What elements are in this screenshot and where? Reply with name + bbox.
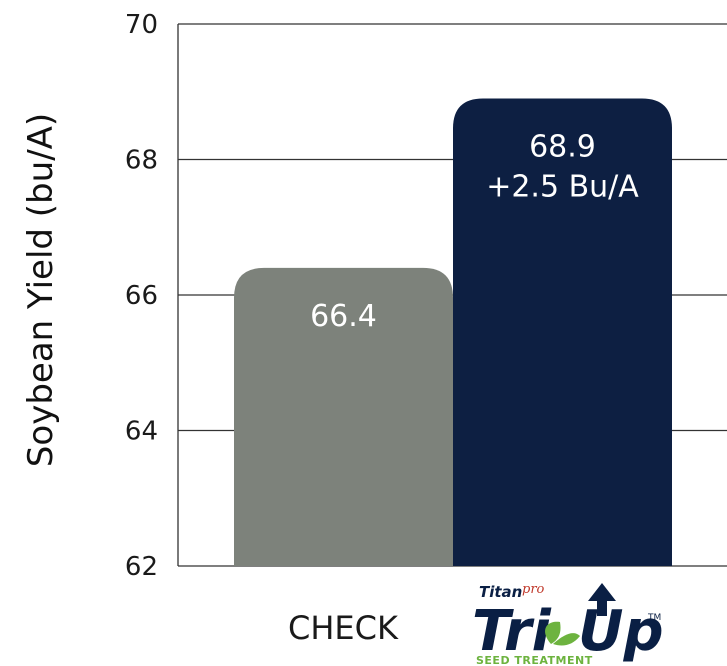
y-tick-labels: 70 68 66 64 62	[125, 10, 158, 582]
logo-tagline: SEED TREATMENT	[476, 654, 593, 666]
bar-labels: 66.4 68.9 +2.5 Bu/A	[310, 130, 639, 334]
logo-word-tri: Tri	[472, 599, 552, 664]
bar-value-label: 68.9	[529, 130, 596, 165]
y-axis-title: Soybean Yield (bu/A)	[21, 113, 61, 467]
titan-pro-tri-up-logo: Titan pro Tri Up TM SEED TREATMENT	[472, 582, 664, 666]
logo-word-up: Up	[578, 599, 664, 664]
up-arrow-icon	[588, 583, 616, 616]
bar-value-label: +2.5 Bu/A	[486, 170, 639, 205]
leaf-icon	[545, 621, 561, 644]
y-tick-label: 66	[125, 281, 158, 311]
bars	[234, 98, 672, 567]
y-tick-label: 64	[125, 417, 158, 447]
logo-brand-pro: pro	[522, 582, 545, 597]
y-tick-label: 68	[125, 146, 158, 176]
bar-value-label: 66.4	[310, 299, 377, 334]
bar-1	[453, 98, 672, 567]
x-category-label-check: CHECK	[288, 609, 399, 647]
logo-brand-top: Titan	[479, 583, 522, 601]
leaf-icon-2	[553, 633, 580, 646]
logo-trademark: TM	[647, 613, 661, 623]
bar-0	[234, 267, 453, 566]
y-tick-label: 62	[125, 552, 158, 582]
y-tick-label: 70	[125, 10, 158, 40]
